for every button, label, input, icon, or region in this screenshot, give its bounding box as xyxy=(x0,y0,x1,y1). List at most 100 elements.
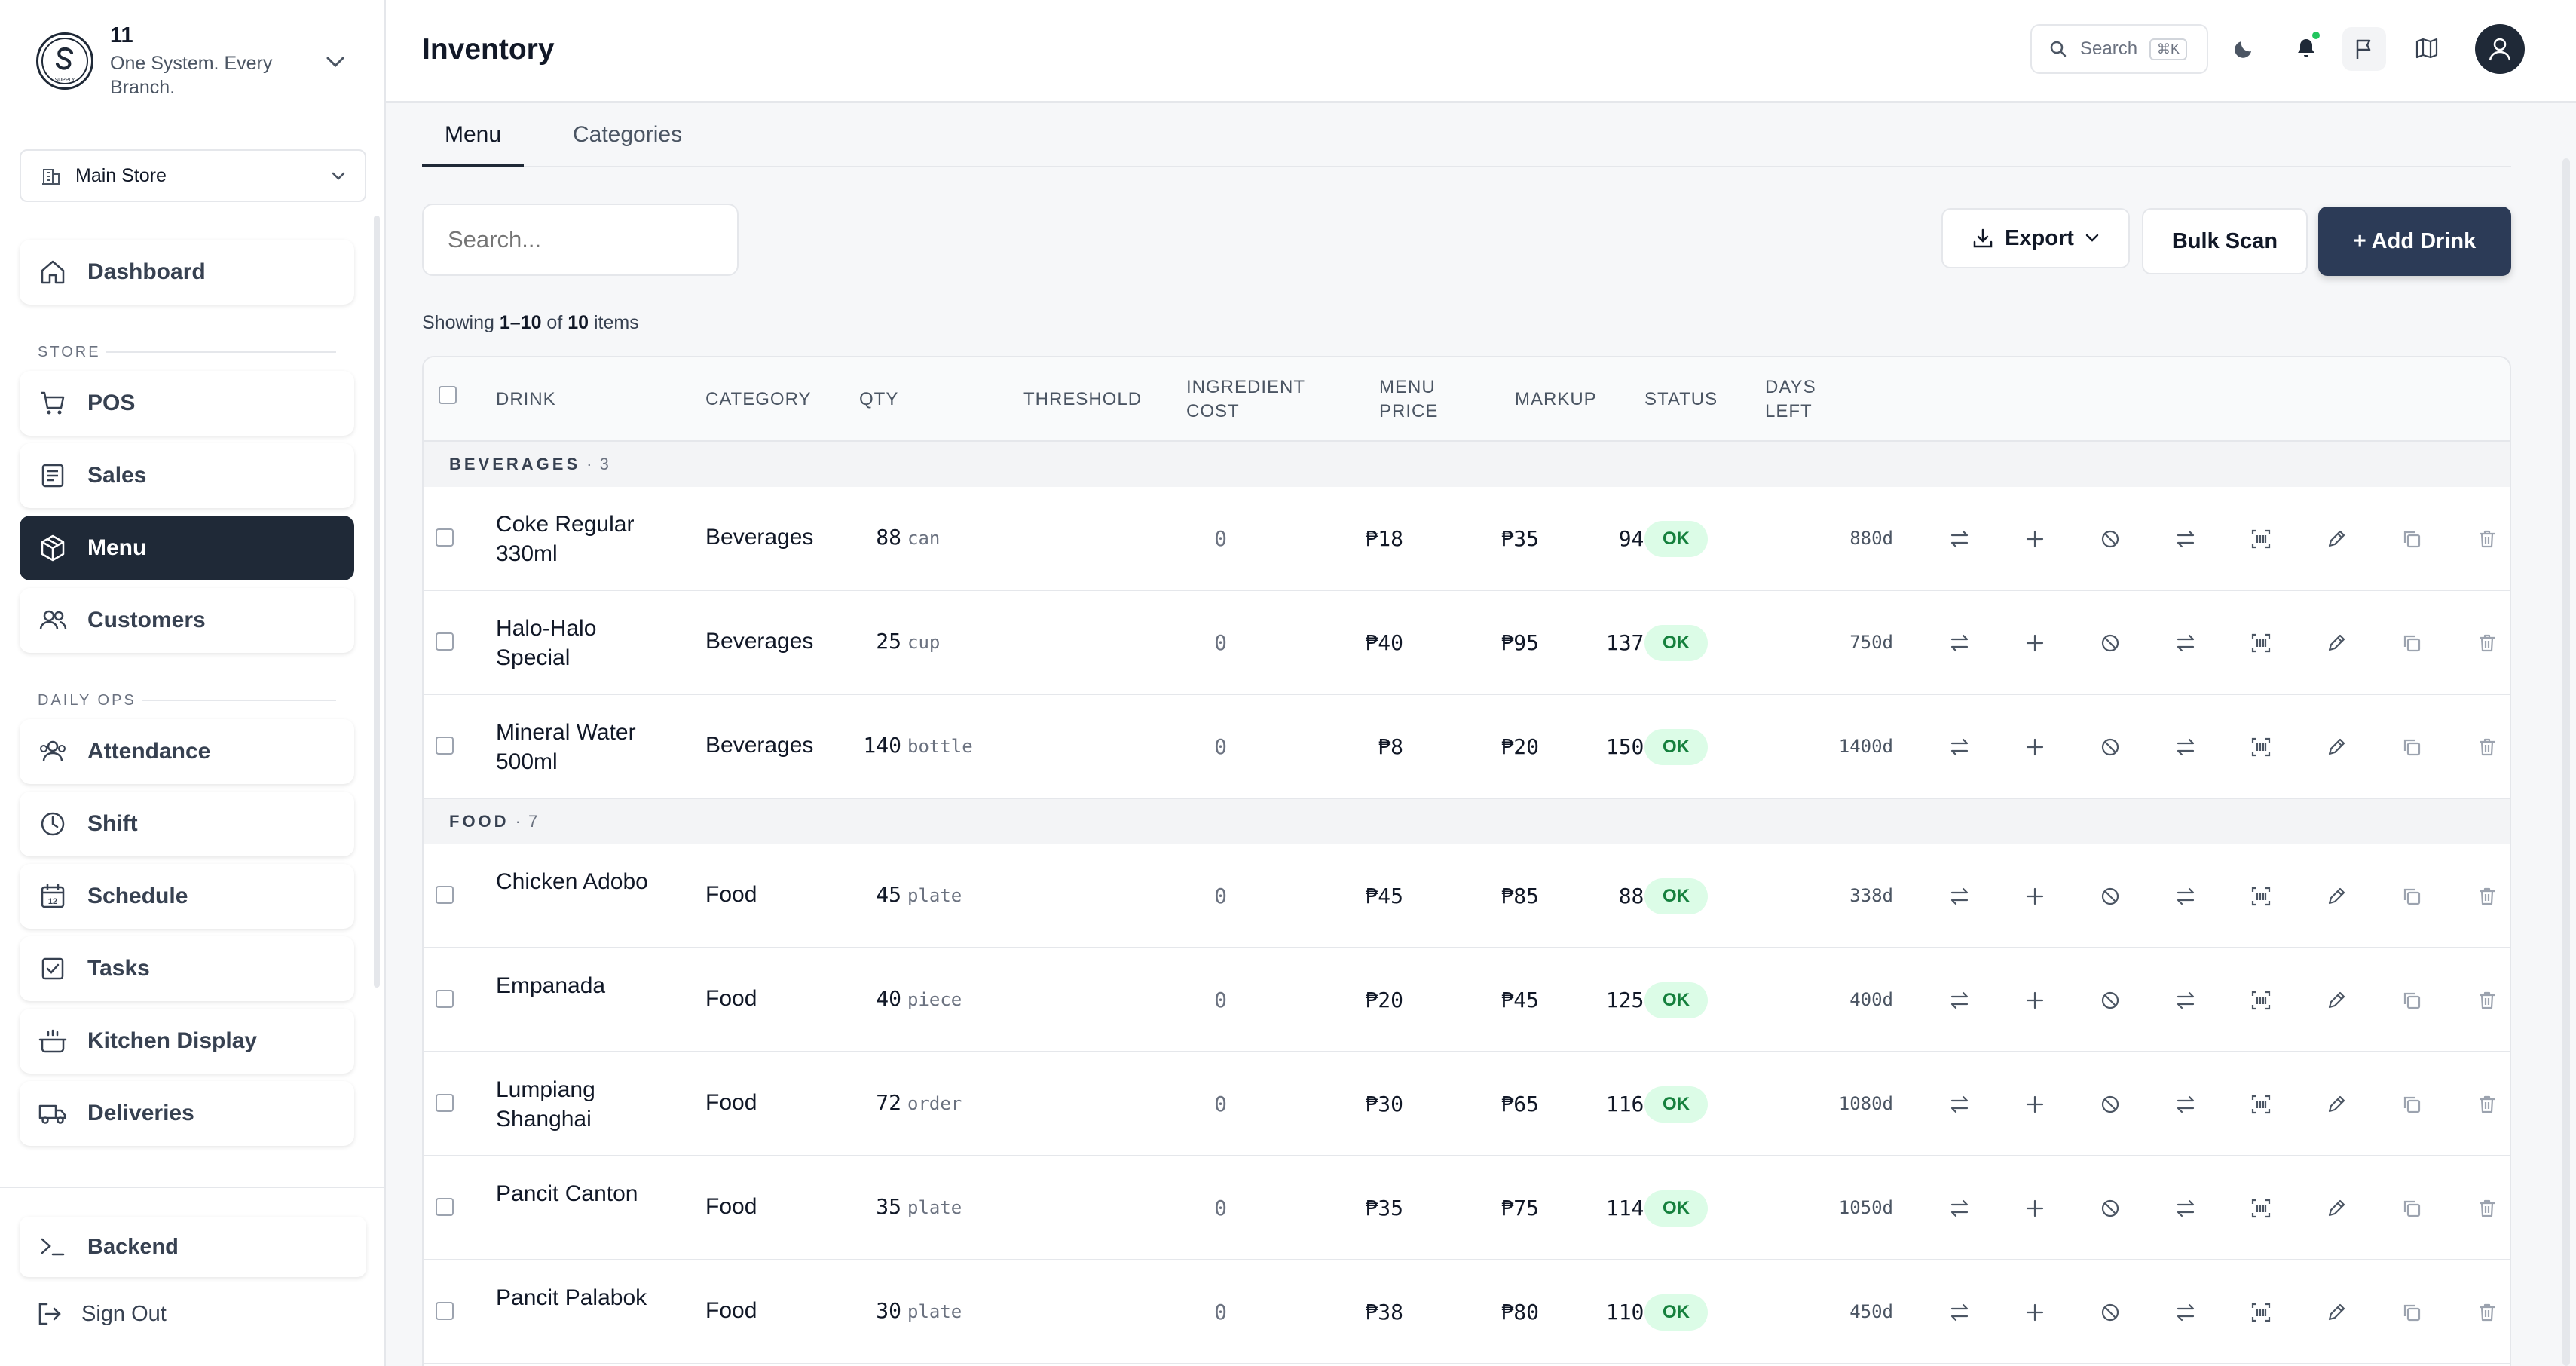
scan-button[interactable] xyxy=(2246,1193,2276,1224)
global-search-button[interactable]: Search ⌘K xyxy=(2030,24,2208,74)
edit-button[interactable] xyxy=(2321,881,2351,911)
sidebar-item-dashboard[interactable]: Dashboard xyxy=(20,240,354,305)
duplicate-button[interactable] xyxy=(2397,881,2427,911)
duplicate-button[interactable] xyxy=(2397,732,2427,762)
plus-button[interactable] xyxy=(2020,1193,2050,1224)
chevron-down-icon[interactable] xyxy=(324,54,347,69)
column-header-markup[interactable]: MARKUP xyxy=(1515,389,1597,409)
table-row[interactable]: Coke Regular 330mlBeverages88can0₱18₱359… xyxy=(424,487,2510,591)
swap-button[interactable] xyxy=(2171,1193,2201,1224)
tab-categories[interactable]: Categories xyxy=(573,122,683,147)
delete-button[interactable] xyxy=(2472,1193,2502,1224)
sidebar-item-deliveries[interactable]: Deliveries xyxy=(20,1081,354,1146)
disable-button[interactable] xyxy=(2095,524,2125,554)
transfer-button[interactable] xyxy=(1944,881,1975,911)
duplicate-button[interactable] xyxy=(2397,985,2427,1015)
duplicate-button[interactable] xyxy=(2397,1193,2427,1224)
row-checkbox[interactable] xyxy=(436,632,454,651)
disable-button[interactable] xyxy=(2095,1297,2125,1328)
column-header-category[interactable]: CATEGORY xyxy=(705,389,812,409)
column-header-status[interactable]: STATUS xyxy=(1644,389,1718,409)
disable-button[interactable] xyxy=(2095,1193,2125,1224)
delete-button[interactable] xyxy=(2472,1089,2502,1119)
column-header-menu-price[interactable]: MENU PRICE xyxy=(1379,377,1439,421)
scan-button[interactable] xyxy=(2246,1089,2276,1119)
edit-button[interactable] xyxy=(2321,524,2351,554)
sidebar-item-attendance[interactable]: Attendance xyxy=(20,719,354,784)
table-row[interactable]: Mineral Water 500ml Beverages 140 bottle 0 ₱8… xyxy=(424,695,2510,799)
search-input[interactable] xyxy=(422,204,739,276)
sidebar-item-shift[interactable]: Shift xyxy=(20,792,354,856)
edit-button[interactable] xyxy=(2321,1297,2351,1328)
disable-button[interactable] xyxy=(2095,628,2125,658)
table-row[interactable]: Halo-Halo SpecialBeverages25cup0₱40₱9513… xyxy=(424,591,2510,695)
swap-button[interactable] xyxy=(2171,1297,2201,1328)
duplicate-button[interactable] xyxy=(2397,628,2427,658)
column-header-threshold[interactable]: THRESHOLD xyxy=(1023,389,1143,409)
brand-switcher[interactable]: SUPPLY 11 One System. Every Branch. xyxy=(0,0,384,122)
duplicate-button[interactable] xyxy=(2397,524,2427,554)
sidebar-item-pos[interactable]: POS xyxy=(20,371,354,436)
edit-button[interactable] xyxy=(2321,1089,2351,1119)
backend-button[interactable]: Backend xyxy=(20,1217,366,1277)
table-row[interactable]: Pancit CantonFood35plate0₱35₱75114.3%OK1… xyxy=(424,1156,2510,1260)
edit-button[interactable] xyxy=(2321,985,2351,1015)
plus-button[interactable] xyxy=(2020,524,2050,554)
sidebar-item-menu[interactable]: Menu xyxy=(20,516,354,580)
user-avatar[interactable] xyxy=(2475,24,2525,74)
scan-button[interactable] xyxy=(2246,985,2276,1015)
transfer-button[interactable] xyxy=(1944,628,1975,658)
table-row[interactable]: Chicken AdoboFood45plate0₱45₱8588.9%OK33… xyxy=(424,844,2510,948)
sidebar-item-schedule[interactable]: 12 Schedule xyxy=(20,864,354,929)
scan-button[interactable] xyxy=(2246,524,2276,554)
theme-toggle-button[interactable] xyxy=(2226,30,2262,66)
column-header-qty[interactable]: QTY xyxy=(859,389,899,409)
row-checkbox[interactable] xyxy=(436,1302,454,1320)
row-checkbox[interactable] xyxy=(436,528,454,547)
transfer-button[interactable] xyxy=(1944,1193,1975,1224)
sign-out-button[interactable]: Sign Out xyxy=(36,1301,167,1327)
row-checkbox[interactable] xyxy=(436,737,454,755)
delete-button[interactable] xyxy=(2472,1297,2502,1328)
transfer-button[interactable] xyxy=(1944,732,1975,762)
bulk-scan-button[interactable]: Bulk Scan xyxy=(2142,208,2308,274)
sidebar-item-tasks[interactable]: Tasks xyxy=(20,936,354,1001)
delete-button[interactable] xyxy=(2472,881,2502,911)
swap-button[interactable] xyxy=(2171,628,2201,658)
sidebar-item-kitchen-display[interactable]: Kitchen Display xyxy=(20,1009,354,1074)
scan-button[interactable] xyxy=(2246,628,2276,658)
export-button[interactable]: Export xyxy=(1941,208,2130,268)
delete-button[interactable] xyxy=(2472,732,2502,762)
plus-button[interactable] xyxy=(2020,732,2050,762)
row-checkbox[interactable] xyxy=(436,990,454,1008)
transfer-button[interactable] xyxy=(1944,1297,1975,1328)
plus-button[interactable] xyxy=(2020,628,2050,658)
notifications-button[interactable] xyxy=(2288,30,2324,66)
plus-button[interactable] xyxy=(2020,985,2050,1015)
disable-button[interactable] xyxy=(2095,1089,2125,1119)
disable-button[interactable] xyxy=(2095,881,2125,911)
transfer-button[interactable] xyxy=(1944,1089,1975,1119)
edit-button[interactable] xyxy=(2321,732,2351,762)
tab-menu[interactable]: Menu xyxy=(422,122,525,167)
swap-button[interactable] xyxy=(2171,985,2201,1015)
swap-button[interactable] xyxy=(2171,1089,2201,1119)
edit-button[interactable] xyxy=(2321,628,2351,658)
duplicate-button[interactable] xyxy=(2397,1089,2427,1119)
tour-button[interactable] xyxy=(2409,30,2445,66)
column-header-drink[interactable]: DRINK xyxy=(496,389,556,409)
sidebar-scrollbar[interactable] xyxy=(374,216,380,988)
delete-button[interactable] xyxy=(2472,985,2502,1015)
column-header-days-left[interactable]: DAYS LEFT xyxy=(1765,377,1816,421)
page-scrollbar[interactable] xyxy=(2562,158,2570,1366)
swap-button[interactable] xyxy=(2171,524,2201,554)
swap-button[interactable] xyxy=(2171,732,2201,762)
row-checkbox[interactable] xyxy=(436,1198,454,1216)
table-row[interactable]: Lumpiang ShanghaiFood72order0₱30₱65116.7… xyxy=(424,1052,2510,1156)
disable-button[interactable] xyxy=(2095,985,2125,1015)
flag-button[interactable] xyxy=(2342,27,2386,71)
scan-button[interactable] xyxy=(2246,881,2276,911)
sidebar-item-customers[interactable]: Customers xyxy=(20,588,354,653)
column-header-ingredient-cost[interactable]: INGREDIENT COST xyxy=(1186,377,1306,421)
add-drink-button[interactable]: + Add Drink xyxy=(2318,207,2511,276)
